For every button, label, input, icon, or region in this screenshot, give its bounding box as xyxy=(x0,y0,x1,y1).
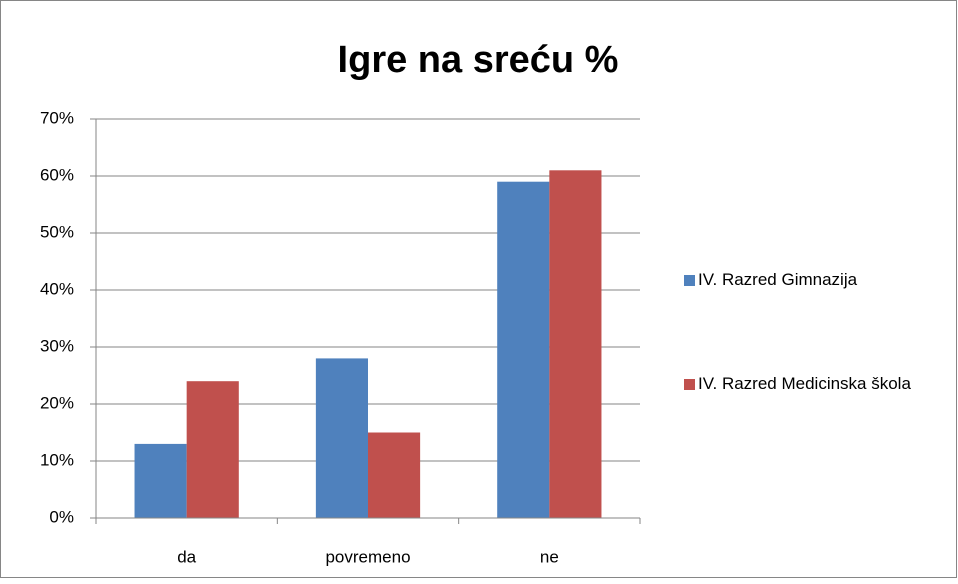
x-tick-label: ne xyxy=(540,547,559,566)
y-tick-label: 0% xyxy=(49,507,74,526)
y-tick-label: 10% xyxy=(40,450,74,469)
y-tick-label: 40% xyxy=(40,279,74,298)
y-tick-label: 60% xyxy=(40,165,74,184)
x-tick-label: povremeno xyxy=(325,547,410,566)
bar xyxy=(549,170,602,519)
legend-swatch xyxy=(684,275,695,286)
bar xyxy=(134,443,187,518)
x-tick-label: da xyxy=(177,547,196,566)
legend-swatch xyxy=(684,379,695,390)
bar xyxy=(315,358,368,518)
y-tick-label: 70% xyxy=(40,108,74,127)
bar xyxy=(186,381,239,518)
legend-entry: IV. Razred Gimnazija xyxy=(698,270,858,289)
chart-title: Igre na sreću % xyxy=(338,39,619,81)
y-tick-label: 50% xyxy=(40,222,74,241)
legend-label: IV. Razred Medicinska škola xyxy=(698,374,911,393)
legend-label: IV. Razred Gimnazija xyxy=(698,270,858,289)
bar xyxy=(368,432,421,518)
bar xyxy=(497,181,550,518)
y-tick-label: 20% xyxy=(40,393,74,412)
y-tick-label: 30% xyxy=(40,336,74,355)
legend-entry: IV. Razred Medicinska škola xyxy=(698,374,911,393)
